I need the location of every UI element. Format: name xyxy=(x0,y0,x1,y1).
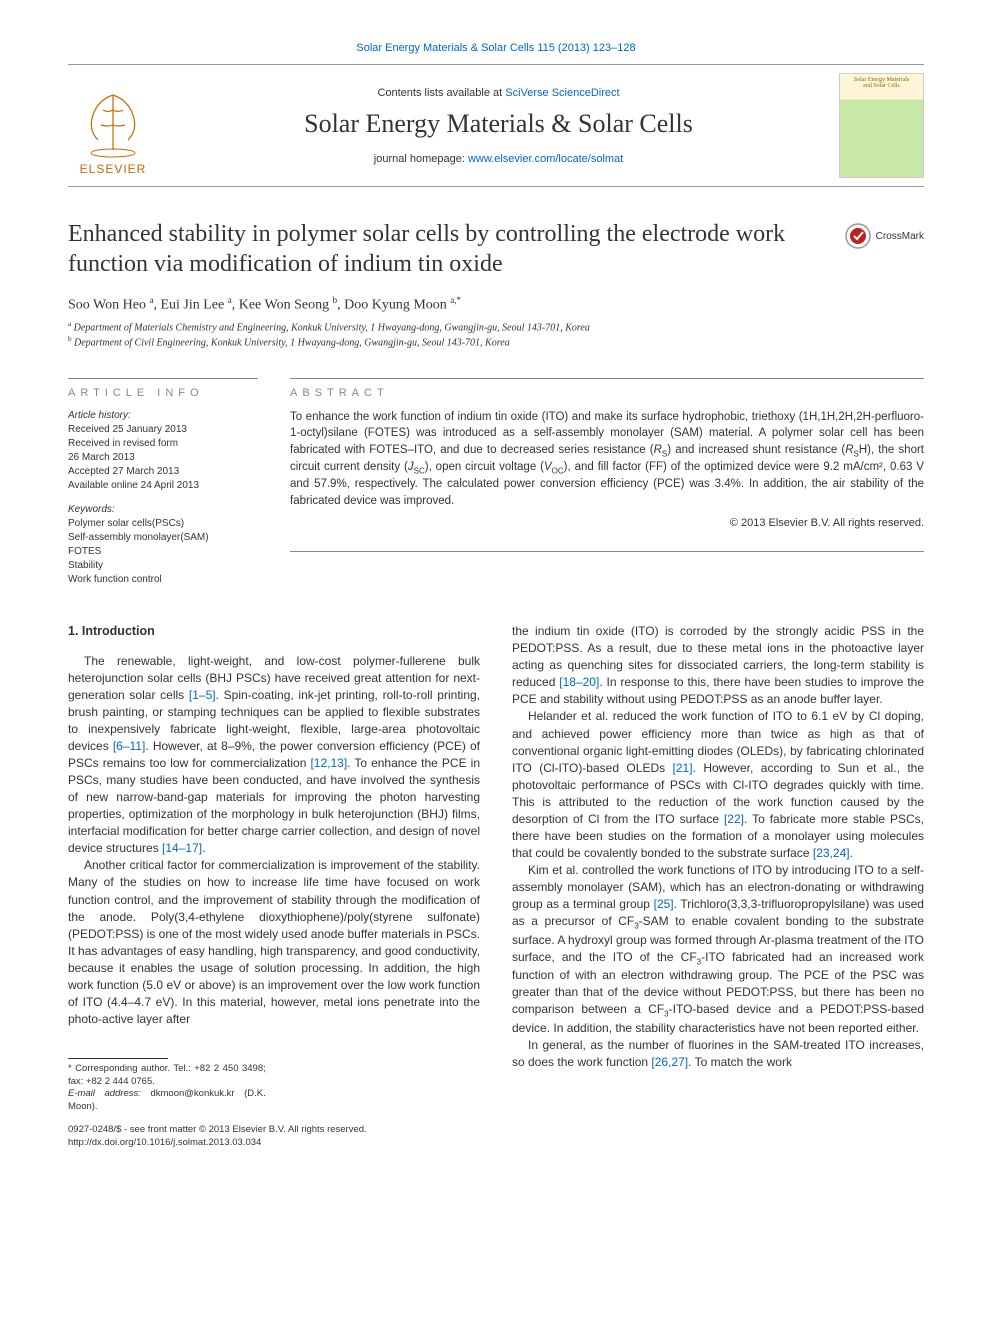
journal-title-header: Solar Energy Materials & Solar Cells xyxy=(158,109,839,139)
corresponding-author-footnote: * Corresponding author. Tel.: +82 2 450 … xyxy=(68,1058,266,1114)
article-history: Article history: Received 25 January 201… xyxy=(68,409,258,493)
issn-line: 0927-0248/$ - see front matter © 2013 El… xyxy=(68,1124,480,1137)
abstract-text: To enhance the work function of indium t… xyxy=(290,409,924,508)
article-info-heading: ARTICLE INFO xyxy=(68,378,258,399)
header-block: ELSEVIER Contents lists available at Sci… xyxy=(68,65,924,186)
header-rule-bottom xyxy=(68,186,924,187)
history-revised-1: Received in revised form xyxy=(68,437,258,451)
contents-line: Contents lists available at SciVerse Sci… xyxy=(158,87,839,99)
body-paragraph: In general, as the number of fluorines i… xyxy=(512,1037,924,1071)
crossmark-label: CrossMark xyxy=(876,231,924,242)
authors-line: Soo Won Heo a, Eui Jin Lee a, Kee Won Se… xyxy=(68,295,924,314)
keywords-label: Keywords: xyxy=(68,503,258,517)
footnote-divider xyxy=(68,1058,168,1059)
cover-label-2: and Solar Cells xyxy=(863,83,900,89)
affiliation-a: a Department of Materials Chemistry and … xyxy=(68,320,924,335)
doi-link[interactable]: http://dx.doi.org/10.1016/j.solmat.2013.… xyxy=(68,1137,480,1150)
keywords-block: Keywords: Polymer solar cells(PSCs) Self… xyxy=(68,503,258,587)
body-columns: 1. Introduction The renewable, light-wei… xyxy=(68,623,924,1149)
journal-homepage: journal homepage: www.elsevier.com/locat… xyxy=(158,153,839,165)
crossmark-icon xyxy=(845,223,871,249)
email-line: E-mail address: dkmoon@konkuk.kr (D.K. M… xyxy=(68,1088,266,1114)
history-online: Available online 24 April 2013 xyxy=(68,479,258,493)
journal-cover-thumbnail: Solar Energy Materials and Solar Cells xyxy=(839,73,924,178)
publisher-name: ELSEVIER xyxy=(80,162,147,176)
header-center: Contents lists available at SciVerse Sci… xyxy=(158,87,839,165)
abstract-bottom-rule xyxy=(290,551,924,552)
keyword: FOTES xyxy=(68,545,258,559)
body-paragraph: the indium tin oxide (ITO) is corroded b… xyxy=(512,623,924,708)
contents-prefix: Contents lists available at xyxy=(377,87,505,99)
elsevier-tree-icon xyxy=(73,85,153,160)
issn-doi-block: 0927-0248/$ - see front matter © 2013 El… xyxy=(68,1124,480,1150)
body-left-column: 1. Introduction The renewable, light-wei… xyxy=(68,623,480,1149)
history-revised-2: 26 March 2013 xyxy=(68,451,258,465)
body-paragraph: Another critical factor for commercializ… xyxy=(68,857,480,1027)
crossmark-badge[interactable]: CrossMark xyxy=(845,223,924,249)
keyword: Self-assembly monolayer(SAM) xyxy=(68,531,258,545)
body-paragraph: The renewable, light-weight, and low-cos… xyxy=(68,653,480,857)
homepage-link[interactable]: www.elsevier.com/locate/solmat xyxy=(468,153,623,165)
history-received: Received 25 January 2013 xyxy=(68,423,258,437)
affiliation-b: b Department of Civil Engineering, Konku… xyxy=(68,335,924,350)
keyword: Stability xyxy=(68,559,258,573)
corresponding-author: * Corresponding author. Tel.: +82 2 450 … xyxy=(68,1063,266,1089)
homepage-prefix: journal homepage: xyxy=(374,153,468,165)
article-info: ARTICLE INFO Article history: Received 2… xyxy=(68,378,258,597)
keyword: Polymer solar cells(PSCs) xyxy=(68,517,258,531)
title-row: Enhanced stability in polymer solar cell… xyxy=(68,219,924,279)
affiliations: a Department of Materials Chemistry and … xyxy=(68,320,924,351)
section-1-heading: 1. Introduction xyxy=(68,623,480,641)
email-label: E-mail address: xyxy=(68,1088,141,1099)
article-title: Enhanced stability in polymer solar cell… xyxy=(68,219,830,279)
abstract-heading: ABSTRACT xyxy=(290,378,924,399)
keyword: Work function control xyxy=(68,573,258,587)
abstract-copyright: © 2013 Elsevier B.V. All rights reserved… xyxy=(290,517,924,529)
abstract-column: ABSTRACT To enhance the work function of… xyxy=(290,378,924,597)
info-abstract-row: ARTICLE INFO Article history: Received 2… xyxy=(68,378,924,597)
journal-ref-link[interactable]: Solar Energy Materials & Solar Cells 115… xyxy=(68,42,924,54)
body-paragraph: Kim et al. controlled the work functions… xyxy=(512,862,924,1037)
history-label: Article history: xyxy=(68,409,258,423)
body-right-column: the indium tin oxide (ITO) is corroded b… xyxy=(512,623,924,1149)
body-paragraph: Helander et al. reduced the work functio… xyxy=(512,708,924,861)
publisher-logo: ELSEVIER xyxy=(68,76,158,176)
sciencedirect-link[interactable]: SciVerse ScienceDirect xyxy=(505,87,619,99)
history-accepted: Accepted 27 March 2013 xyxy=(68,465,258,479)
